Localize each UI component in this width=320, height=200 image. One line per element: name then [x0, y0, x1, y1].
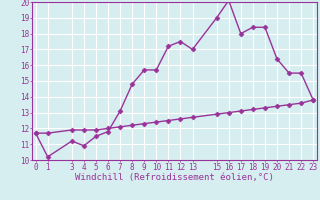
X-axis label: Windchill (Refroidissement éolien,°C): Windchill (Refroidissement éolien,°C) — [75, 173, 274, 182]
